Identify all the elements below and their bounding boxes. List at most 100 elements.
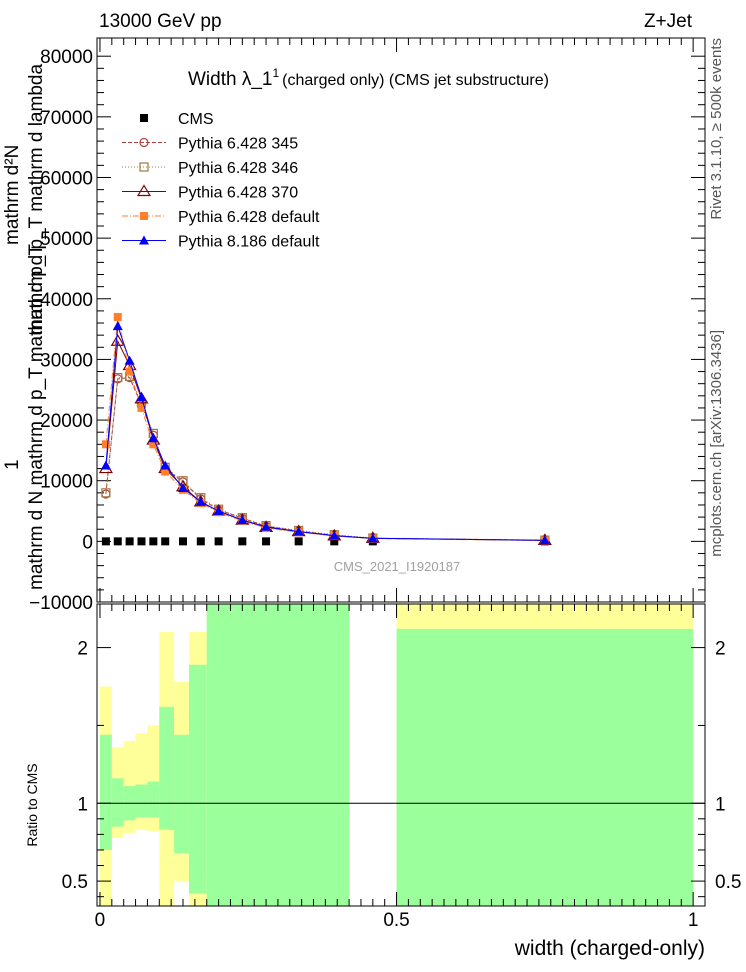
data-point [196,537,205,546]
ratio-ytick-label-right: 1 [715,794,726,815]
ratio-band-inner [111,778,124,827]
data-point [214,537,223,546]
header-right-label: Z+Jet [644,11,693,32]
chart-subtitle: (charged only) (CMS jet substructure) [282,72,549,89]
ratio-band-inner [396,628,694,906]
legend-entry: Pythia 8.186 default [122,234,320,251]
data-point [330,537,339,546]
ratio-band-inner [188,664,207,894]
main-ylabel-line-2: mathrm d p_T mathrm d lambda [26,64,47,335]
series-line [105,377,545,541]
analysis-watermark: CMS_2021_I1920187 [334,559,461,574]
data-point [179,537,188,546]
ratio-frame [96,603,706,907]
legend-label: Pythia 8.186 default [178,234,320,251]
main-ytick-label: 20000 [40,411,93,432]
data-point [101,488,111,498]
data-point [100,460,111,470]
ratio-ytick-label-right: 0.5 [715,872,741,893]
series-pythia-6-428-346 [101,371,550,545]
header-left-label: 13000 GeV pp [99,11,222,32]
chart-title: Width λ_11 (charged only) (CMS jet substr… [188,66,549,90]
main-ylabel-line-3: 1 [2,459,23,470]
main-ytick-label: 70000 [40,108,93,129]
series-line [105,316,545,541]
series-pythia-6-428-345 [101,373,550,545]
ratio-xtick-label: 0 [95,910,106,931]
legend-marker [136,184,152,197]
legend-entry: CMS [140,111,214,128]
legend-marker [140,114,148,122]
ratio-band-inner [206,604,350,906]
legend-label: Pythia 6.428 370 [178,185,298,202]
legend-label: Pythia 6.428 default [178,209,320,226]
legend-entry: Pythia 6.428 345 [122,136,298,153]
ratio-band-inner [135,784,148,818]
data-point [160,460,171,470]
main-ylabel: mathrm d²N mathrm d p_T mathrm d lambda … [2,64,47,590]
data-point [110,334,125,346]
data-point [262,537,271,546]
data-point [178,482,189,492]
data-point [112,321,123,331]
ratio-band-inner [99,734,112,850]
data-point [101,440,110,449]
data-point [161,467,170,476]
data-point [149,537,158,546]
data-point [213,506,224,516]
legend-marker [139,235,149,245]
data-point [293,526,304,536]
ratio-ylabel: Ratio to CMS [24,763,40,846]
data-point [125,537,134,546]
legend-marker [140,212,148,220]
rivet-side-label: Rivet 3.1.10, ≥ 500k events [708,38,725,220]
x-axis-label: width (charged-only) [514,937,705,960]
ratio-band-outer [147,725,160,832]
data-point [101,537,110,546]
legend-label: Pythia 6.428 345 [178,136,298,153]
ratio-ytick-label: 2 [77,639,88,660]
data-point [261,521,272,531]
ratio-band-inner [174,734,189,854]
data-point [136,392,147,402]
data-point [113,537,122,546]
series-pythia-6-428-default [101,312,549,545]
ratio-band-outer [135,733,148,830]
data-point [137,403,146,412]
data-point [137,537,146,546]
legend-entry: Pythia 6.428 370 [122,184,298,202]
series-line [105,375,545,541]
ratio-ytick-label: 1 [77,794,88,815]
main-ytick-label: 0 [82,532,93,553]
series-pythia-6-428-370 [98,334,552,546]
ratio-ytick-label: 0.5 [62,872,88,893]
series-line [105,339,545,541]
main-ytick-label: −10000 [29,593,93,614]
data-point [113,312,122,321]
main-ytick-label: 30000 [40,350,93,371]
main-ytick-label: 60000 [40,168,93,189]
chart-title-superscript: 1 [272,66,279,80]
data-point [237,515,248,525]
data-point [329,530,340,540]
data-point [161,537,170,546]
main-ytick-label: 40000 [40,290,93,311]
legend-label: Pythia 6.428 346 [178,160,298,177]
series-cms [101,537,549,546]
main-ytick-label: 50000 [40,229,93,250]
main-series [98,312,552,546]
chart-title-main: Width λ_1 [188,69,272,90]
mcplots-side-label: mcplots.cern.ch [arXiv:1306.3436] [708,330,725,557]
ratio-xtick-label: 0.5 [383,910,409,931]
main-ytick-label: 10000 [40,472,93,493]
main-ylabel-line-1: mathrm d²N [2,145,23,245]
main-frame [96,37,706,603]
legend: CMS Pythia 6.428 345 Pythia 6.428 346 Pythi… [122,111,320,251]
series-line [105,325,545,541]
legend-marker [139,137,149,148]
ratio-ytick-label-right: 2 [715,639,726,660]
ratio-axes: 0.5 0.5 1 1 2 2 0 0.5 1 [62,603,741,931]
main-ytick-label: 80000 [40,47,93,68]
legend-entry: Pythia 6.428 default [122,209,320,226]
